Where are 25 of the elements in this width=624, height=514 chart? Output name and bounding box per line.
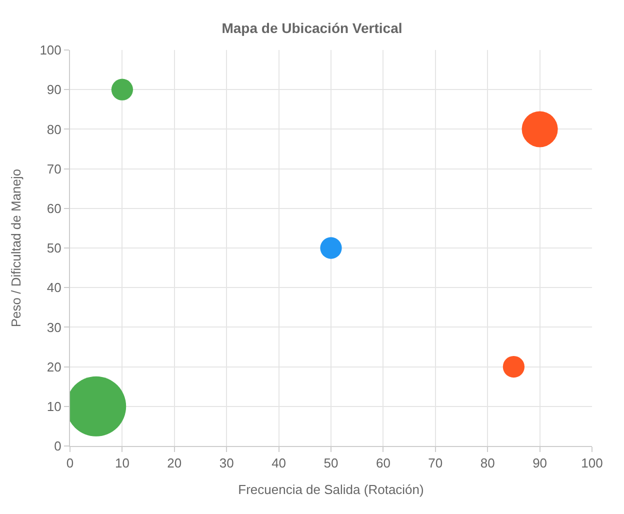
y-tick-label: 90 xyxy=(46,82,62,98)
x-tick-label: 70 xyxy=(428,456,443,471)
chart-title: Mapa de Ubicación Vertical xyxy=(222,20,402,36)
y-axis-title: Peso / Dificultad de Manejo xyxy=(8,168,24,328)
y-tick-label: 0 xyxy=(54,438,62,454)
y-tick-label: 50 xyxy=(46,240,62,256)
x-tick-label: 60 xyxy=(376,456,390,471)
x-tick-label: 10 xyxy=(114,456,130,471)
y-tick-label: 80 xyxy=(46,122,62,137)
x-tick-label: 80 xyxy=(480,456,495,471)
x-tick-label: 90 xyxy=(532,456,548,471)
y-tick-label: 70 xyxy=(46,161,62,176)
x-tick-label: 20 xyxy=(167,456,182,471)
y-tick-label: 100 xyxy=(40,42,62,58)
x-tick-label: 40 xyxy=(272,456,286,471)
x-tick-label: 30 xyxy=(219,456,234,471)
x-tick-label: 100 xyxy=(581,456,603,471)
y-tick-label: 10 xyxy=(46,398,62,414)
x-tick-label: 0 xyxy=(66,456,74,471)
y-tick-label: 20 xyxy=(46,359,62,374)
x-axis-title: Frecuencia de Salida (Rotación) xyxy=(238,482,424,498)
y-tick-label: 40 xyxy=(46,280,62,296)
x-tick-label: 50 xyxy=(324,456,338,471)
y-tick-label: 60 xyxy=(46,200,62,216)
y-tick-label: 30 xyxy=(46,320,62,335)
